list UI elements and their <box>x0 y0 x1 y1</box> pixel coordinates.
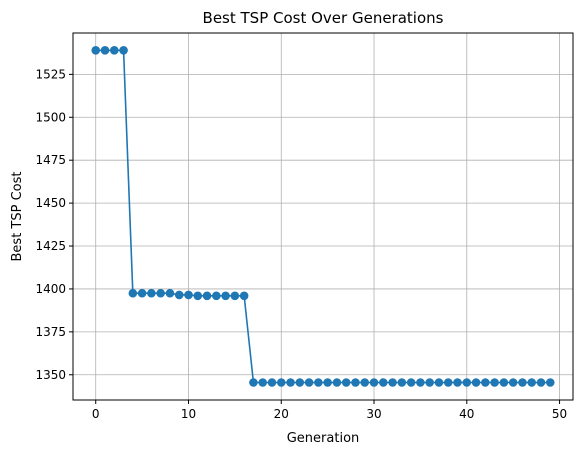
data-point <box>332 378 342 387</box>
x-axis-label: Generation <box>287 431 360 446</box>
y-tick-label: 1500 <box>35 110 66 124</box>
data-point <box>239 291 249 301</box>
data-point <box>518 378 527 387</box>
data-point <box>276 378 286 387</box>
data-point <box>267 378 277 387</box>
data-point <box>536 378 546 387</box>
data-point <box>156 288 165 298</box>
data-point <box>230 291 240 301</box>
data-point <box>406 378 416 387</box>
data-point <box>202 291 212 301</box>
data-point <box>416 378 425 387</box>
data-point <box>443 378 453 387</box>
x-axis-ticks: 0 10 20 30 40 50 <box>92 400 567 421</box>
x-tick-label: 30 <box>366 407 381 421</box>
x-tick-label: 10 <box>181 407 196 421</box>
series-layer <box>91 46 555 387</box>
data-point <box>323 378 332 387</box>
x-tick-label: 50 <box>552 407 567 421</box>
data-point <box>490 378 499 387</box>
y-tick-label: 1375 <box>35 325 66 339</box>
data-point <box>314 378 323 387</box>
data-point <box>425 378 434 387</box>
data-point <box>212 291 221 301</box>
data-point <box>109 46 119 55</box>
data-point <box>304 378 314 387</box>
data-point <box>221 291 230 301</box>
y-tick-label: 1475 <box>35 153 66 167</box>
data-point <box>499 378 509 387</box>
data-point <box>128 288 138 298</box>
data-point <box>286 378 295 387</box>
y-axis-label: Best TSP Cost <box>10 172 25 262</box>
data-point <box>453 378 462 387</box>
x-tick-label: 40 <box>459 407 474 421</box>
data-point <box>388 378 397 387</box>
data-point <box>462 378 472 387</box>
series-line <box>95 49 551 384</box>
y-tick-label: 1400 <box>35 282 66 296</box>
data-point <box>184 290 193 300</box>
chart-title: Best TSP Cost Over Generations <box>203 9 444 27</box>
grid <box>73 33 573 400</box>
data-point <box>249 378 258 387</box>
data-point <box>397 378 407 387</box>
data-point <box>147 288 156 298</box>
data-point <box>295 378 305 387</box>
data-point <box>481 378 490 387</box>
data-point <box>119 46 128 55</box>
data-point <box>100 46 110 55</box>
y-tick-label: 1525 <box>35 67 66 81</box>
data-point <box>545 378 555 387</box>
data-point <box>508 378 518 387</box>
data-point <box>351 378 360 387</box>
data-point <box>471 378 481 387</box>
data-point <box>258 378 268 387</box>
data-point <box>341 378 351 387</box>
data-point <box>91 46 101 55</box>
data-point <box>174 290 184 300</box>
x-tick-label: 0 <box>92 407 100 421</box>
data-point <box>378 378 388 387</box>
y-tick-label: 1350 <box>35 368 66 382</box>
data-point <box>360 378 370 387</box>
y-tick-label: 1425 <box>35 239 66 253</box>
data-point <box>369 378 379 387</box>
x-tick-label: 20 <box>274 407 289 421</box>
y-axis-ticks: 1350 1375 1400 1425 1450 1475 1500 1525 <box>35 67 73 382</box>
data-point <box>193 291 203 301</box>
data-point <box>137 288 147 298</box>
data-point <box>527 378 537 387</box>
y-tick-label: 1450 <box>35 196 66 210</box>
plot-frame <box>72 32 574 401</box>
data-point <box>434 378 444 387</box>
data-point <box>165 288 175 298</box>
